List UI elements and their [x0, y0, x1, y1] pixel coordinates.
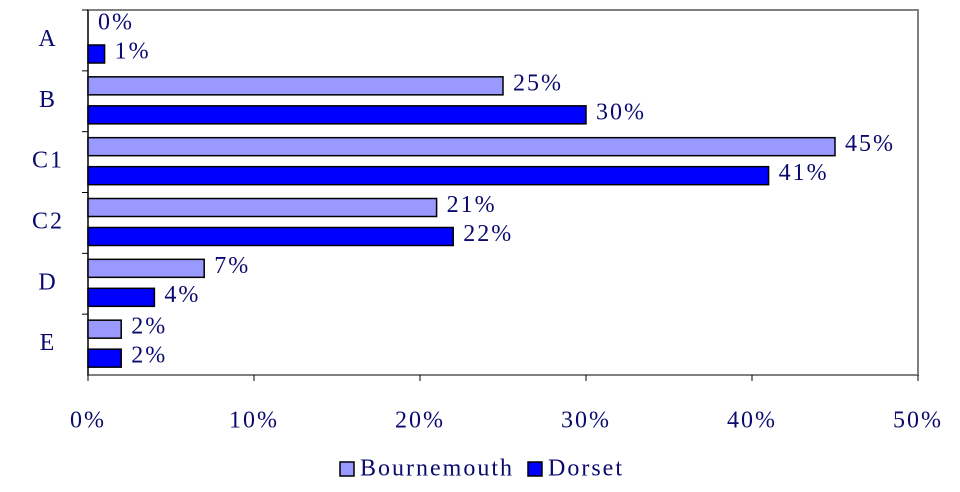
value-label: 45%	[845, 131, 895, 157]
value-label: 7%	[214, 253, 250, 279]
value-label: 22%	[463, 221, 513, 247]
value-label: 41%	[779, 160, 829, 186]
bar	[87, 258, 205, 279]
legend-swatch	[339, 461, 355, 477]
y-tick-label: C1	[32, 148, 64, 174]
bar	[87, 136, 836, 157]
y-tick-label: A	[38, 26, 57, 52]
x-tick-label: 20%	[395, 408, 445, 434]
bar	[87, 105, 587, 125]
value-label: 25%	[513, 70, 563, 96]
x-tick-label: 50%	[893, 408, 943, 434]
x-tick-label: 30%	[561, 408, 611, 434]
bar	[87, 197, 438, 218]
y-tick-label: D	[38, 269, 57, 295]
legend-label: Dorset	[548, 456, 624, 482]
y-tick-label: E	[40, 330, 57, 356]
value-label: 2%	[131, 343, 167, 369]
bar	[87, 226, 454, 247]
y-tick-label: C2	[32, 208, 64, 234]
bar	[87, 165, 770, 186]
value-label: 2%	[131, 314, 167, 340]
bar	[87, 287, 156, 308]
value-label: 30%	[596, 99, 646, 125]
bar	[87, 319, 122, 339]
x-tick-label: 40%	[727, 408, 777, 434]
bar	[87, 44, 106, 64]
value-label: 0%	[98, 10, 134, 36]
y-tick-label: B	[39, 87, 57, 113]
legend-label: Bournemouth	[360, 456, 514, 482]
x-tick-label: 0%	[70, 408, 106, 434]
value-label: 1%	[115, 39, 151, 65]
plot-area	[87, 9, 919, 376]
x-tick-label: 10%	[229, 408, 279, 434]
value-label: 4%	[164, 282, 200, 308]
legend-swatch	[527, 461, 543, 477]
bar	[87, 348, 122, 368]
value-label: 21%	[447, 192, 497, 218]
bar	[87, 76, 504, 96]
